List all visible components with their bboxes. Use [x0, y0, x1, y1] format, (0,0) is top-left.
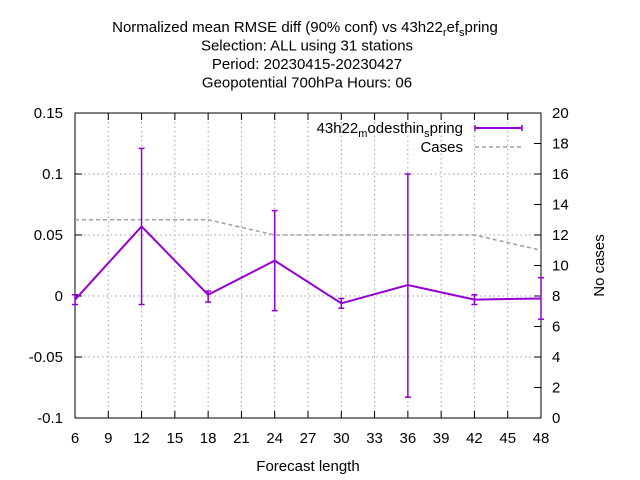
y-tick-label: -0.05	[29, 349, 63, 366]
y2-tick-label: 6	[552, 319, 560, 336]
x-tick-label: 36	[400, 430, 417, 447]
x-axis: 6 9 12 15 18 21 24 27 30 33 36 39 42 45 48	[71, 113, 550, 447]
title-line-1-part: r	[443, 27, 447, 39]
y-tick-label: -0.1	[37, 410, 63, 427]
title-line-1-part: Normalized mean RMSE diff (90% conf) vs …	[112, 19, 443, 36]
x-tick-label: 24	[266, 430, 283, 447]
x-tick-label: 9	[104, 430, 112, 447]
legend-label-main-part: odesthin	[367, 120, 424, 137]
y-axis-left: -0.1 -0.05 0 0.05 0.1 0.15	[29, 105, 541, 427]
x-tick-label: 33	[366, 430, 383, 447]
legend-label-main-part: m	[358, 128, 367, 140]
x-tick-label: 21	[233, 430, 250, 447]
legend-label-main-part: 43h22	[317, 120, 359, 137]
title-line-2: Selection: ALL using 31 stations	[201, 38, 413, 55]
y2-tick-label: 0	[552, 410, 560, 427]
y-tick-label: 0.15	[34, 105, 63, 122]
title-line-1-part: ef	[447, 19, 460, 36]
x-tick-label: 45	[499, 430, 516, 447]
legend-label-main-part: pring	[430, 120, 463, 137]
legend-label-cases: Cases	[420, 139, 463, 156]
y2-tick-label: 2	[552, 380, 560, 397]
y2-tick-label: 14	[552, 197, 569, 214]
grid	[75, 113, 541, 418]
series-cases-line	[75, 219, 542, 251]
y-axis-right: 0 2 4 6 8 10 12 14 16 18 20	[534, 105, 569, 427]
x-tick-label: 48	[533, 430, 550, 447]
errorbar-point	[205, 290, 212, 303]
title-line-1: Normalized mean RMSE diff (90% conf) vs …	[112, 19, 498, 39]
y-tick-label: 0	[55, 288, 63, 305]
legend-label-main: 43h22modesthinspring	[317, 120, 463, 140]
x-tick-label: 30	[333, 430, 350, 447]
y2-tick-label: 16	[552, 166, 569, 183]
y2-tick-label: 18	[552, 136, 569, 153]
x-tick-label: 6	[71, 430, 79, 447]
y2-tick-label: 20	[552, 105, 569, 122]
x-axis-label: Forecast length	[256, 458, 359, 475]
y2-tick-label: 4	[552, 349, 560, 366]
title-line-3: Period: 20230415-20230427	[212, 56, 402, 73]
title-line-4: Geopotential 700hPa Hours: 06	[202, 75, 412, 92]
chart-title: Normalized mean RMSE diff (90% conf) vs …	[112, 19, 498, 92]
series-main-line	[74, 225, 542, 305]
legend-label-main-part: s	[424, 128, 430, 140]
y2-tick-label: 8	[552, 288, 560, 305]
title-line-1-part: s	[459, 27, 465, 39]
x-tick-label: 39	[433, 430, 450, 447]
x-tick-label: 27	[300, 430, 317, 447]
y2-axis-label: No cases	[591, 234, 608, 297]
y-tick-label: 0.05	[34, 227, 63, 244]
title-line-1-part: pring	[465, 19, 498, 36]
x-tick-label: 15	[167, 430, 184, 447]
x-tick-label: 18	[200, 430, 217, 447]
x-tick-label: 42	[466, 430, 483, 447]
y2-tick-label: 10	[552, 258, 569, 275]
y2-tick-label: 12	[552, 227, 569, 244]
series	[72, 147, 544, 399]
x-tick-label: 12	[133, 430, 150, 447]
y-tick-label: 0.1	[42, 166, 63, 183]
